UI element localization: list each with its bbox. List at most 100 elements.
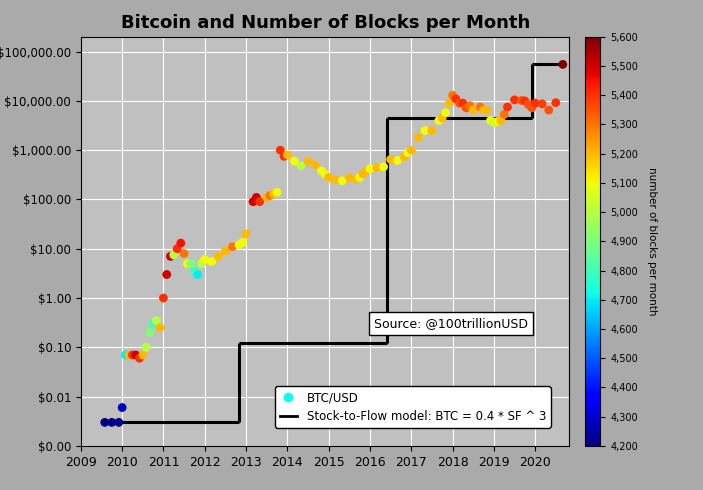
- Point: [467, 106, 479, 114]
- Point: [151, 317, 162, 324]
- Point: [520, 97, 531, 105]
- Point: [522, 100, 534, 108]
- Point: [161, 270, 172, 278]
- Point: [402, 148, 413, 156]
- Point: [99, 418, 110, 426]
- Point: [192, 270, 203, 278]
- Point: [536, 100, 548, 108]
- Point: [189, 268, 200, 275]
- Point: [206, 258, 217, 266]
- Point: [295, 162, 307, 170]
- Point: [543, 106, 555, 114]
- Point: [475, 103, 486, 111]
- Point: [454, 99, 465, 107]
- Point: [261, 194, 272, 201]
- Point: [196, 260, 207, 268]
- Point: [437, 114, 448, 122]
- Point: [251, 194, 262, 201]
- Point: [175, 239, 186, 247]
- Legend: BTC/USD, Stock-to-Flow model: BTC = 0.4 * SF ^ 3: BTC/USD, Stock-to-Flow model: BTC = 0.4 …: [275, 387, 551, 428]
- Point: [457, 99, 468, 107]
- Point: [478, 106, 489, 114]
- Point: [254, 198, 265, 206]
- Point: [502, 103, 513, 111]
- Point: [354, 173, 366, 181]
- Point: [485, 117, 496, 124]
- Point: [495, 117, 506, 124]
- Point: [392, 156, 404, 164]
- Point: [491, 118, 503, 125]
- Point: [227, 243, 238, 250]
- Point: [157, 294, 169, 302]
- Point: [351, 175, 362, 183]
- Point: [155, 324, 166, 332]
- Point: [550, 99, 562, 107]
- Text: Source: @100trillionUSD: Source: @100trillionUSD: [374, 317, 528, 330]
- Point: [460, 104, 472, 112]
- Point: [488, 119, 499, 127]
- Point: [509, 96, 520, 104]
- Point: [361, 167, 373, 175]
- Point: [120, 351, 131, 359]
- Point: [268, 190, 279, 198]
- Point: [440, 109, 451, 117]
- Point: [426, 126, 437, 134]
- Point: [447, 91, 458, 99]
- Point: [106, 418, 117, 426]
- Point: [134, 354, 145, 362]
- Point: [371, 164, 382, 171]
- Point: [278, 152, 290, 160]
- Point: [482, 106, 493, 114]
- Point: [117, 404, 128, 412]
- Point: [450, 95, 461, 103]
- Point: [516, 97, 527, 104]
- Point: [113, 418, 124, 426]
- Point: [309, 161, 321, 169]
- Point: [433, 117, 444, 124]
- Point: [168, 251, 179, 259]
- Point: [220, 247, 231, 255]
- Point: [127, 351, 138, 359]
- Point: [172, 245, 183, 253]
- Point: [182, 260, 193, 268]
- Point: [144, 329, 155, 337]
- Point: [237, 239, 248, 246]
- Point: [124, 351, 135, 359]
- Point: [247, 198, 259, 206]
- Point: [337, 177, 348, 185]
- Point: [527, 104, 538, 112]
- Point: [186, 260, 197, 268]
- Point: [529, 99, 541, 107]
- Point: [137, 351, 148, 359]
- Point: [378, 163, 389, 171]
- Point: [148, 320, 159, 328]
- Point: [498, 111, 510, 119]
- Point: [213, 252, 224, 260]
- Point: [179, 249, 190, 257]
- Point: [330, 176, 341, 184]
- Point: [275, 146, 286, 154]
- Point: [444, 99, 455, 107]
- Point: [419, 126, 430, 134]
- Point: [199, 256, 210, 264]
- Point: [316, 167, 328, 175]
- Point: [264, 192, 276, 199]
- Point: [344, 174, 355, 182]
- Point: [385, 155, 396, 163]
- Point: [399, 153, 410, 161]
- Point: [302, 157, 314, 165]
- Point: [406, 146, 417, 154]
- Point: [233, 241, 245, 249]
- Point: [357, 170, 368, 178]
- Point: [557, 60, 569, 68]
- Point: [413, 134, 424, 142]
- Point: [240, 230, 252, 238]
- Point: [130, 351, 141, 359]
- Point: [364, 165, 375, 172]
- Point: [271, 188, 283, 196]
- Point: [141, 343, 152, 351]
- Title: Bitcoin and Number of Blocks per Month: Bitcoin and Number of Blocks per Month: [120, 14, 530, 32]
- Point: [282, 151, 293, 159]
- Point: [323, 173, 334, 181]
- Point: [464, 102, 475, 110]
